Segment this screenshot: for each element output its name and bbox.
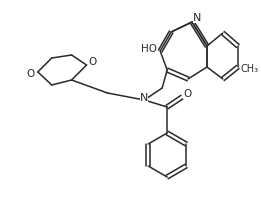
Text: O: O <box>27 69 35 79</box>
Text: O: O <box>88 57 97 67</box>
Text: CH₃: CH₃ <box>241 64 259 74</box>
Text: N: N <box>193 13 201 23</box>
Text: O: O <box>183 89 191 99</box>
Text: N: N <box>140 93 149 103</box>
Text: HO: HO <box>141 44 157 54</box>
